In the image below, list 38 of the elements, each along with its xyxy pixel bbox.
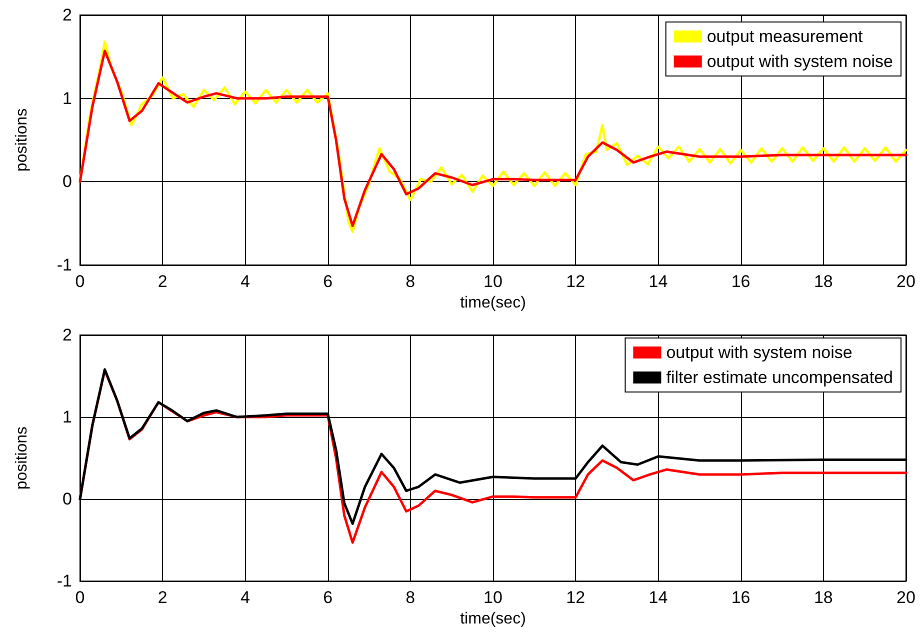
y-tick-label: 2 (62, 326, 72, 344)
x-tick-label: 2 (158, 588, 168, 608)
y-tick-label: 1 (62, 88, 72, 108)
y-axis-title: positions (14, 426, 30, 490)
x-tick-label: 2 (158, 272, 168, 291)
x-tick-label: 16 (731, 272, 750, 291)
x-tick-label: 10 (484, 588, 502, 608)
x-tick-label: 10 (484, 272, 502, 291)
x-tick-label: 4 (240, 588, 250, 608)
y-tick-label: -1 (56, 572, 72, 591)
x-tick-label: 16 (731, 588, 750, 608)
y-tick-label: 2 (62, 6, 72, 24)
x-tick-label: 18 (814, 272, 833, 291)
x-axis-title: time(sec) (460, 610, 526, 628)
x-tick-label: 14 (648, 272, 668, 291)
legend-label: output with system noise (706, 52, 894, 71)
x-tick-label: 12 (566, 272, 586, 291)
x-axis-title: time(sec) (460, 294, 526, 312)
y-tick-label: 0 (62, 490, 72, 509)
y-axis-title: positions (14, 108, 30, 172)
x-tick-label: 0 (75, 272, 85, 291)
x-tick-label: 4 (240, 272, 250, 291)
x-tick-label: 12 (566, 588, 586, 608)
x-tick-label: 14 (648, 588, 668, 608)
y-tick-label: 1 (62, 408, 72, 427)
x-tick-label: 18 (814, 588, 833, 608)
x-tick-label: 8 (406, 272, 416, 291)
x-tick-label: 6 (323, 272, 333, 291)
x-tick-label: 20 (896, 272, 916, 291)
legend-label: filter estimate uncompensated (666, 368, 894, 387)
legend-label: output measurement (706, 27, 864, 46)
x-tick-label: 8 (406, 588, 416, 608)
x-tick-label: 6 (323, 588, 333, 608)
y-tick-label: 0 (62, 172, 72, 192)
x-tick-label: 0 (75, 588, 85, 608)
x-tick-label: 20 (896, 588, 916, 608)
y-tick-label: -1 (56, 256, 72, 274)
legend-label: output with system noise (666, 343, 852, 362)
